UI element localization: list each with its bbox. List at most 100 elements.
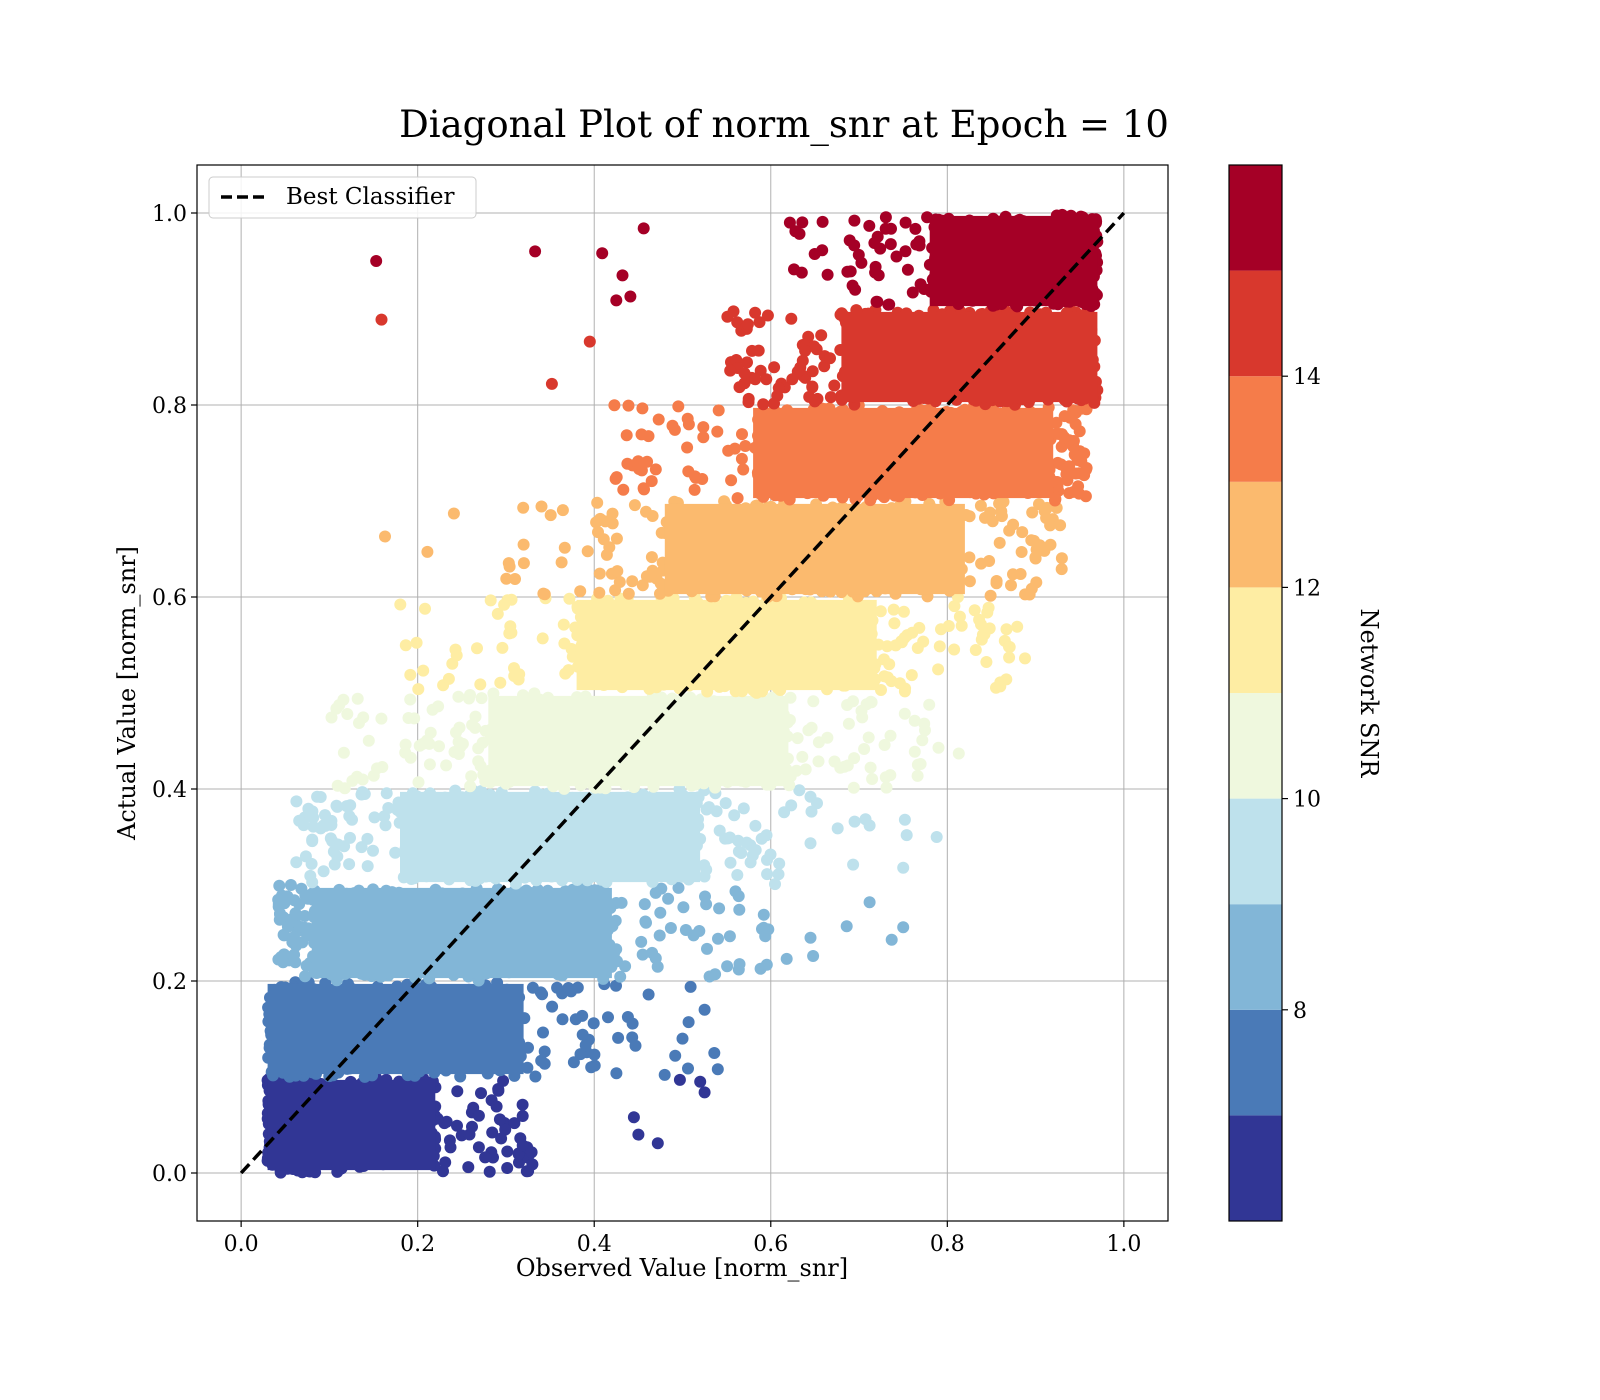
scatter-point	[735, 452, 748, 465]
x-tick-label: 0.2	[400, 1232, 435, 1257]
scatter-point	[760, 958, 773, 971]
scatter-point	[367, 844, 379, 857]
scatter-point	[1003, 641, 1016, 653]
scatter-point	[281, 890, 294, 903]
scatter-point	[933, 640, 946, 653]
scatter-point	[622, 399, 635, 412]
scatter-point	[711, 425, 724, 438]
scatter-point	[932, 663, 945, 676]
scatter-point	[537, 1026, 549, 1039]
scatter-point	[649, 952, 662, 965]
scatter-point	[882, 298, 895, 311]
scatter-point	[898, 813, 911, 826]
scatter-point	[500, 572, 513, 585]
scatter-point	[437, 1165, 449, 1178]
scatter-point	[451, 1085, 464, 1098]
legend-box	[208, 176, 477, 219]
scatter-point	[627, 1111, 640, 1124]
scatter-point	[963, 551, 976, 564]
scatter-point	[703, 970, 716, 983]
scatter-point	[502, 557, 515, 570]
scatter-point	[796, 216, 809, 229]
scatter-point	[516, 1110, 529, 1122]
scatter-point	[299, 970, 311, 983]
scatter-point	[491, 607, 504, 620]
scatter-point	[537, 587, 550, 600]
scatter-point	[852, 248, 865, 261]
scatter-point	[272, 893, 285, 906]
scatter-point	[516, 1098, 529, 1111]
scatter-point	[479, 1151, 492, 1164]
scatter-point	[449, 643, 462, 656]
scatter-point	[1078, 447, 1091, 460]
scatter-point	[796, 750, 809, 763]
x-axis-label: Observed Value [norm_snr]	[516, 1254, 848, 1282]
scatter-point	[1044, 519, 1057, 532]
scatter-point	[452, 690, 465, 703]
scatter-point	[404, 693, 417, 706]
scatter-point	[517, 538, 530, 551]
scatter-point	[728, 442, 741, 455]
scatter-point	[325, 814, 338, 827]
colorbar-tick-label: 14	[1293, 365, 1321, 390]
scatter-point	[361, 860, 374, 873]
scatter-point	[990, 681, 1002, 694]
scatter-point	[884, 729, 897, 742]
scatter-dense-region	[841, 311, 1098, 403]
scatter-point	[551, 981, 564, 994]
scatter-point	[645, 475, 658, 488]
scatter-point	[1000, 623, 1013, 636]
scatter-point	[752, 344, 765, 357]
scatter-point	[990, 577, 1003, 590]
scatter-point	[786, 373, 799, 386]
scatter-point	[914, 758, 927, 770]
scatter-point	[501, 1162, 514, 1174]
scatter-point	[812, 755, 825, 768]
scatter-point	[807, 950, 820, 962]
scatter-point	[842, 717, 855, 730]
scatter-point	[658, 1068, 671, 1081]
scatter-point	[317, 865, 330, 878]
scatter-point	[955, 619, 968, 632]
x-tick-label: 1.0	[1106, 1232, 1141, 1257]
y-axis-ticks: 0.00.20.40.60.81.0	[152, 202, 197, 1187]
scatter-point	[361, 832, 374, 845]
scatter-point	[636, 948, 649, 961]
scatter-point	[899, 245, 912, 258]
scatter-point	[484, 594, 497, 607]
scatter-point	[466, 719, 479, 731]
scatter-point	[412, 683, 425, 696]
scatter-point	[465, 770, 478, 783]
scatter-point	[995, 510, 1008, 523]
scatter-point	[341, 708, 354, 720]
scatter-point	[288, 948, 301, 961]
scatter-point	[305, 857, 318, 870]
scatter-point	[908, 714, 921, 727]
scatter-point	[848, 815, 861, 828]
scatter-point	[963, 575, 976, 588]
plot-area	[196, 164, 1169, 1222]
scatter-point	[791, 732, 804, 745]
scatter-point	[277, 956, 290, 969]
scatter-point	[980, 656, 993, 668]
scatter-point	[337, 693, 350, 706]
scatter-point	[942, 620, 955, 632]
scatter-point	[712, 404, 725, 417]
scatter-point	[847, 858, 860, 871]
scatter-point	[768, 361, 781, 374]
scatter-point	[475, 692, 488, 705]
scatter-point	[462, 1161, 475, 1174]
scatter-point	[788, 263, 800, 276]
scatter-point	[451, 1119, 463, 1132]
scatter-point	[289, 907, 302, 920]
scatter-point	[727, 305, 740, 318]
scatter-point	[880, 781, 893, 794]
scatter-point	[1005, 579, 1017, 592]
scatter-point	[546, 1000, 559, 1013]
scatter-point	[696, 473, 709, 485]
scatter-point	[885, 675, 898, 688]
y-tick-label: 0.8	[152, 394, 187, 419]
scatter-point	[609, 584, 622, 597]
scatter-point	[389, 846, 402, 859]
